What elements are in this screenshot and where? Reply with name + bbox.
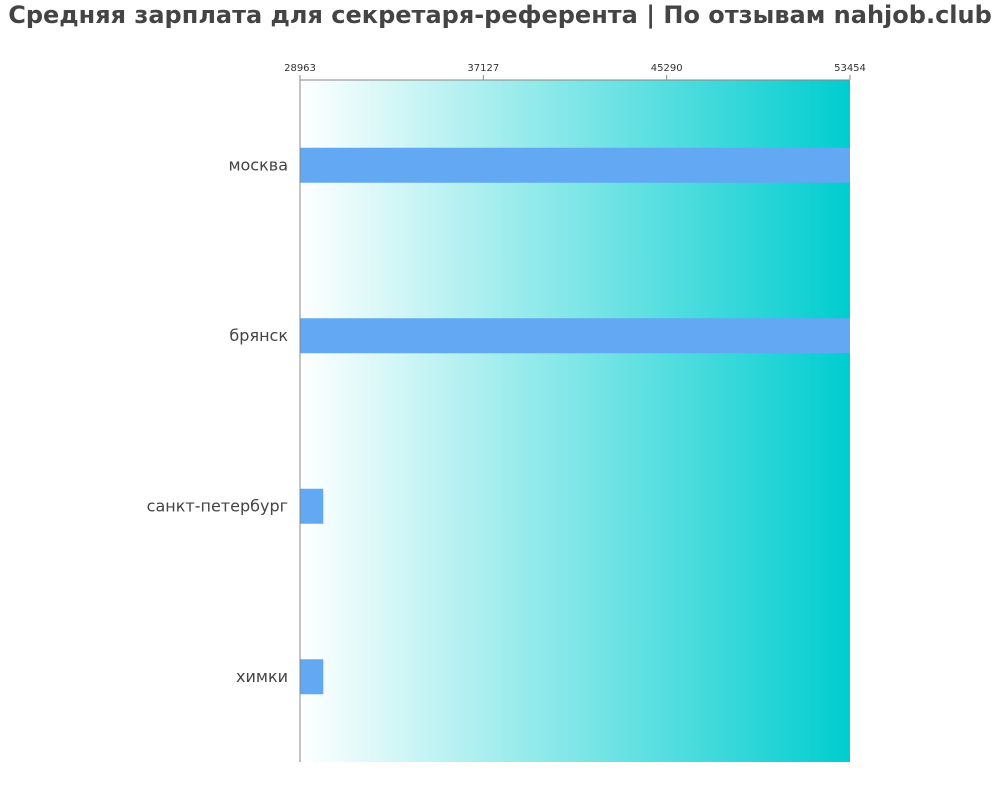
x-tick-label: 37127 xyxy=(467,63,499,74)
plot-background xyxy=(300,80,850,762)
category-label: москва xyxy=(228,155,288,174)
category-label: брянск xyxy=(229,326,288,345)
bars-layer xyxy=(300,147,850,695)
category-label: санкт-петербург xyxy=(147,496,288,515)
x-tick-labels: 28963 37127 45290 53454 xyxy=(284,63,866,80)
bar-1 xyxy=(300,318,850,354)
category-labels: москва брянск санкт-петербург химки xyxy=(147,155,289,686)
bar-3 xyxy=(300,659,324,695)
category-label: химки xyxy=(236,667,288,686)
bar-2 xyxy=(300,488,324,524)
x-tick-label: 45290 xyxy=(651,63,683,74)
x-tick-label: 53454 xyxy=(834,63,866,74)
chart-title: Средняя зарплата для секретаря-референта… xyxy=(8,1,992,29)
axes-layer xyxy=(299,79,850,762)
bar-0 xyxy=(300,147,850,183)
x-tick-label: 28963 xyxy=(284,63,316,74)
